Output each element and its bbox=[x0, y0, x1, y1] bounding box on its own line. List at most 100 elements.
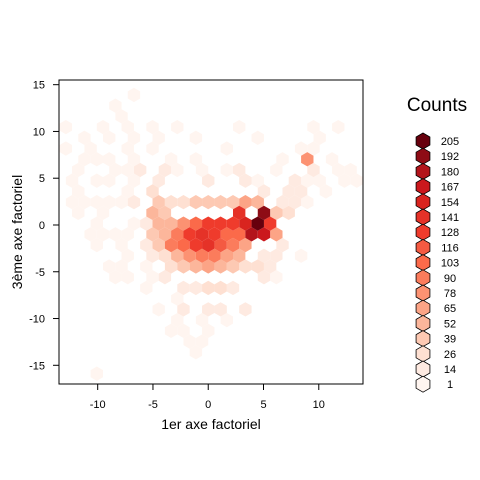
hex-cell bbox=[220, 162, 233, 178]
hex-cell bbox=[214, 302, 227, 317]
hex-cell bbox=[158, 270, 172, 285]
hex-cell bbox=[332, 162, 345, 178]
hex-cell bbox=[115, 259, 128, 274]
hex-cell bbox=[233, 227, 246, 242]
hex-cell bbox=[189, 195, 203, 210]
y-axis: -15 -10 -5 0 5 10 15 bbox=[29, 80, 59, 372]
legend-label: 154 bbox=[441, 197, 459, 209]
x-tick-label: -5 bbox=[148, 399, 158, 411]
hex-cell bbox=[202, 280, 215, 296]
hex-cell bbox=[239, 237, 252, 253]
legend-label: 205 bbox=[441, 136, 459, 148]
hex-cell bbox=[103, 259, 116, 274]
hex-cell bbox=[121, 184, 134, 199]
hex-cell bbox=[344, 162, 357, 178]
hex-cell bbox=[90, 366, 103, 381]
legend-swatch bbox=[415, 375, 431, 393]
hex-cell bbox=[109, 227, 122, 242]
hex-cell bbox=[239, 302, 252, 317]
legend-swatch bbox=[415, 314, 431, 332]
hex-cell bbox=[78, 152, 91, 167]
hex-cell bbox=[195, 162, 209, 178]
hex-cell bbox=[103, 173, 116, 188]
hex-cell bbox=[226, 195, 240, 210]
hex-cell bbox=[245, 227, 258, 242]
hex-cell bbox=[202, 237, 215, 253]
hex-cell bbox=[152, 216, 165, 231]
hex-cell bbox=[121, 162, 134, 178]
x-tick-label: 0 bbox=[205, 399, 211, 411]
hex-cell bbox=[214, 259, 227, 274]
legend-label: 90 bbox=[444, 273, 456, 285]
legend-title: Counts bbox=[407, 95, 467, 116]
hex-cell bbox=[72, 162, 85, 178]
hex-cell bbox=[140, 216, 153, 231]
legend-swatch bbox=[415, 254, 431, 272]
hex-cell bbox=[183, 227, 196, 242]
hex-cell bbox=[177, 259, 190, 274]
hex-cell bbox=[257, 184, 271, 199]
hex-cell bbox=[171, 162, 184, 178]
hex-cell bbox=[146, 227, 159, 242]
hex-cell bbox=[164, 237, 178, 253]
hex-cell bbox=[127, 216, 141, 231]
hex-cell bbox=[59, 119, 73, 135]
hex-cell bbox=[171, 248, 184, 263]
legend-label: 65 bbox=[444, 303, 456, 315]
hex-cell bbox=[239, 216, 252, 231]
hex-cell bbox=[313, 173, 326, 188]
x-tick-label: -10 bbox=[90, 399, 106, 411]
hex-cell bbox=[301, 173, 314, 188]
y-tick-label: -10 bbox=[29, 314, 45, 326]
hex-cell bbox=[233, 205, 246, 221]
legend-swatch bbox=[415, 238, 431, 256]
hex-cell bbox=[195, 334, 209, 349]
hex-cell bbox=[251, 130, 264, 145]
x-tick-label: 5 bbox=[260, 399, 266, 411]
hex-cell bbox=[127, 173, 141, 188]
hex-cell bbox=[78, 130, 91, 145]
hex-cell bbox=[226, 280, 240, 296]
y-tick-label: -5 bbox=[35, 267, 45, 279]
hex-cell bbox=[220, 248, 233, 263]
hex-cell bbox=[195, 312, 209, 328]
legend-swatch bbox=[415, 208, 431, 226]
hex-cell bbox=[146, 119, 159, 135]
hex-cell bbox=[195, 248, 209, 263]
hex-cell bbox=[270, 162, 283, 178]
hex-cell bbox=[158, 162, 172, 178]
y-tick-label: 5 bbox=[39, 173, 45, 185]
hex-cell bbox=[164, 323, 178, 338]
hex-cell bbox=[220, 227, 233, 242]
hex-cell bbox=[338, 173, 351, 188]
legend-label: 78 bbox=[444, 288, 456, 300]
hex-cell bbox=[257, 270, 271, 285]
hex-cell bbox=[72, 205, 85, 221]
hex-cell bbox=[195, 227, 209, 242]
hex-cell bbox=[109, 270, 122, 285]
y-axis-title: 3ème axe factoriel bbox=[9, 175, 25, 289]
hex-cell bbox=[146, 184, 159, 199]
legend-swatch bbox=[415, 132, 431, 150]
hex-cell bbox=[177, 323, 190, 338]
hex-cell bbox=[115, 237, 128, 253]
hex-cell bbox=[121, 141, 134, 156]
hex-cell bbox=[140, 280, 153, 296]
hex-cell bbox=[202, 216, 215, 231]
y-tick-label: 10 bbox=[33, 126, 45, 138]
hex-cell bbox=[146, 248, 159, 263]
hex-cell bbox=[171, 227, 184, 242]
hex-cell bbox=[103, 195, 116, 210]
hex-cell bbox=[226, 216, 240, 231]
hex-cell bbox=[294, 184, 308, 199]
hex-cell bbox=[214, 237, 227, 253]
hex-cell bbox=[177, 302, 190, 317]
hex-cell bbox=[270, 227, 283, 242]
hex-cell bbox=[121, 270, 134, 285]
hex-cell bbox=[152, 237, 165, 253]
hex-cell bbox=[152, 130, 165, 145]
hex-cell bbox=[263, 259, 277, 274]
legend-swatch bbox=[415, 360, 431, 378]
hex-cell bbox=[288, 195, 302, 210]
